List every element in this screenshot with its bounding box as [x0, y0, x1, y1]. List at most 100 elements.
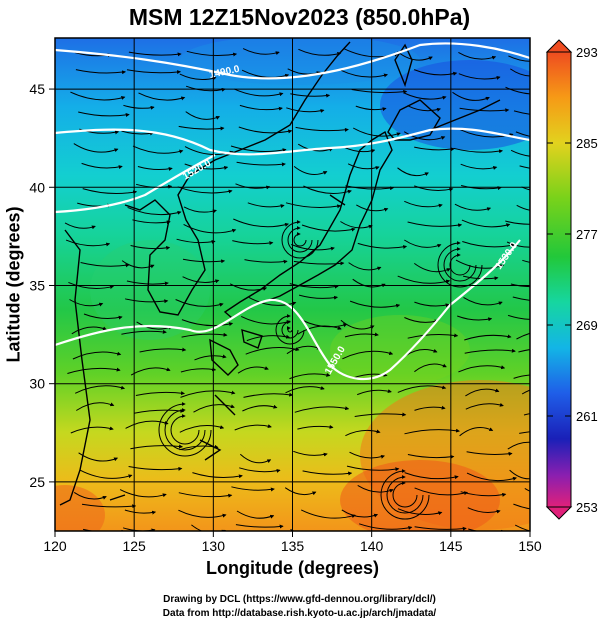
- streamline: [71, 326, 107, 335]
- y-axis-label: Latitude (degrees): [3, 206, 24, 363]
- streamline: [243, 392, 294, 398]
- streamline: [302, 470, 353, 476]
- y-tick-label: 30: [29, 376, 45, 392]
- streamline: [242, 404, 278, 412]
- chart-title: MSM 12Z15Nov2023 (850.0hPa): [128, 4, 471, 30]
- streamline: [178, 509, 227, 518]
- streamline: [466, 472, 517, 482]
- streamline: [137, 166, 173, 171]
- streamline: [294, 406, 350, 413]
- y-tick-label: 25: [29, 474, 45, 490]
- streamline: [80, 262, 130, 268]
- x-tick-label: 150: [518, 538, 542, 554]
- streamline: [82, 528, 126, 531]
- streamline: [176, 238, 216, 244]
- streamline-vortex: [286, 326, 293, 333]
- geopotential-contours: [55, 42, 530, 381]
- streamline: [293, 450, 328, 457]
- streamline: [345, 185, 394, 191]
- streamline: [123, 104, 155, 110]
- streamline: [505, 220, 530, 225]
- streamline: [73, 491, 107, 500]
- streamline: [70, 426, 114, 434]
- streamline: [414, 301, 450, 308]
- streamline: [510, 283, 530, 288]
- streamline-vortex: [293, 232, 307, 247]
- streamline: [357, 389, 392, 396]
- streamline: [79, 469, 133, 479]
- streamline: [70, 91, 126, 101]
- streamline: [69, 299, 104, 307]
- streamline: [126, 69, 181, 75]
- streamline: [76, 402, 115, 411]
- streamline: [65, 239, 111, 247]
- streamline: [234, 88, 284, 97]
- streamline: [234, 424, 272, 431]
- streamline: [186, 50, 238, 57]
- x-tick-label: 140: [360, 538, 384, 554]
- grid-lines: [55, 38, 530, 531]
- streamline: [518, 349, 530, 353]
- streamline: [458, 51, 497, 60]
- streamline-vortex: [164, 408, 206, 451]
- streamline: [298, 294, 338, 300]
- streamline: [237, 366, 269, 374]
- streamline: [67, 367, 121, 374]
- streamline: [285, 386, 325, 394]
- temperature-field: 1490.0 1520.0 1530.0 1550.0: [55, 38, 530, 531]
- coastlines: [59, 41, 501, 506]
- streamline-vortex: [281, 320, 299, 339]
- streamline: [75, 69, 126, 75]
- streamline: [413, 69, 458, 76]
- colorbar-tick-label: 293: [576, 45, 598, 60]
- streamline: [235, 524, 284, 529]
- streamline: [458, 73, 501, 80]
- streamline: [135, 391, 185, 396]
- streamline: [238, 126, 293, 134]
- streamline: [521, 186, 530, 191]
- streamline: [121, 260, 155, 269]
- colorbar-tick-label: 261: [576, 409, 598, 424]
- streamline: [175, 299, 224, 307]
- streamline: [397, 167, 429, 177]
- y-axis: 25 30 35 40 45: [29, 81, 55, 490]
- streamline: [185, 111, 221, 120]
- streamline: [83, 313, 123, 320]
- streamline: [242, 48, 280, 56]
- streamline: [397, 385, 447, 393]
- streamline-vortex: [275, 314, 305, 345]
- x-tick-label: 120: [43, 538, 67, 554]
- colorbar: 293 285 277 269 261 253: [545, 39, 598, 520]
- streamline: [465, 388, 500, 397]
- streamline: [397, 51, 433, 61]
- streamline: [293, 260, 345, 266]
- streamline: [64, 222, 96, 230]
- y-tick-label: 35: [29, 277, 45, 293]
- colorbar-tick-label: 269: [576, 318, 598, 333]
- streamline: [303, 185, 352, 194]
- streamline: [519, 165, 530, 169]
- streamline: [349, 300, 401, 308]
- streamline: [291, 244, 335, 251]
- streamline: [404, 472, 459, 480]
- streamline: [515, 131, 530, 137]
- streamline-vortex: [281, 220, 319, 259]
- streamline: [125, 420, 169, 429]
- credit-drawing: Drawing by DCL (https://www.gfd-dennou.o…: [163, 594, 436, 605]
- streamline: [185, 85, 226, 92]
- streamline: [355, 105, 387, 112]
- streamline: [414, 262, 451, 273]
- streamline: [132, 145, 184, 154]
- streamline: [346, 465, 400, 472]
- streamline: [178, 492, 233, 498]
- streamline: [510, 149, 530, 157]
- streamline: [78, 452, 119, 462]
- streamline: [462, 241, 515, 248]
- streamline: [340, 319, 375, 330]
- streamline: [407, 454, 455, 459]
- streamline: [404, 200, 443, 208]
- streamline: [349, 451, 385, 459]
- streamline: [180, 367, 217, 373]
- streamline: [466, 451, 513, 456]
